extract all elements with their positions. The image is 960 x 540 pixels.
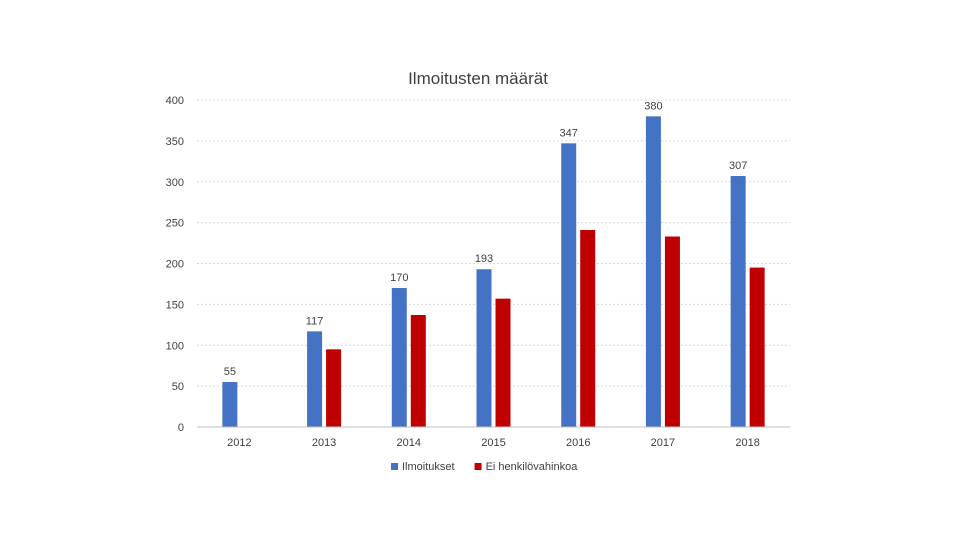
y-tick-label-50: 50 <box>172 381 184 393</box>
bar-s1-2014 <box>410 315 426 427</box>
y-tick-label-300: 300 <box>166 177 184 189</box>
data-label-s0-2015: 193 <box>475 253 493 265</box>
y-tick-label-350: 350 <box>166 136 184 148</box>
bar-s1-2018 <box>749 267 765 427</box>
data-label-s0-2018: 307 <box>729 160 747 172</box>
y-tick-label-400: 400 <box>166 95 184 107</box>
bar-s1-2015 <box>495 298 511 427</box>
bar-s0-2014 <box>391 288 407 427</box>
y-axis-tick-labels: 0 50 100 150 200 250 300 350 400 <box>166 95 184 434</box>
bar-s0-2017 <box>645 116 661 427</box>
bar-s1-2013 <box>326 349 342 427</box>
bars <box>222 116 765 427</box>
x-tick-label-2015: 2015 <box>481 437 505 449</box>
x-tick-label-2012: 2012 <box>227 437 251 449</box>
data-label-s0-2017: 380 <box>644 100 662 112</box>
data-label-s0-2012: 55 <box>224 366 236 378</box>
y-tick-label-0: 0 <box>178 422 184 434</box>
x-tick-label-2018: 2018 <box>735 437 759 449</box>
x-tick-label-2016: 2016 <box>566 437 590 449</box>
legend-swatch-1 <box>474 463 482 470</box>
y-tick-label-100: 100 <box>166 340 184 352</box>
data-labels: 55 117 170 193 347 380 307 <box>224 100 748 378</box>
data-label-s0-2014: 170 <box>390 272 408 284</box>
bar-s0-2018 <box>730 176 746 427</box>
legend-swatch-0 <box>391 463 398 470</box>
y-tick-label-150: 150 <box>166 299 184 311</box>
bar-s0-2016 <box>561 143 577 427</box>
x-tick-label-2017: 2017 <box>651 437 675 449</box>
bar-s1-2017 <box>664 236 680 427</box>
legend-label-1: Ei henkilövahinkoa <box>486 461 579 473</box>
x-tick-label-2013: 2013 <box>312 437 336 449</box>
y-tick-label-200: 200 <box>166 259 184 271</box>
data-label-s0-2013: 117 <box>306 315 324 327</box>
legend: Ilmoitukset Ei henkilövahinkoa <box>391 461 578 473</box>
x-axis-tick-labels: 2012 2013 2014 2015 2016 2017 2018 <box>227 437 760 449</box>
bar-s0-2015 <box>476 269 492 427</box>
bar-s0-2013 <box>307 331 323 427</box>
y-tick-label-250: 250 <box>166 218 184 230</box>
grid-lines <box>197 99 790 387</box>
chart-title: Ilmoitusten määrät <box>408 69 548 88</box>
x-tick-label-2014: 2014 <box>397 437 421 449</box>
legend-label-0: Ilmoitukset <box>402 461 455 473</box>
bar-s1-2016 <box>580 229 596 427</box>
data-label-s0-2016: 347 <box>560 127 578 139</box>
bar-s0-2012 <box>222 382 238 427</box>
